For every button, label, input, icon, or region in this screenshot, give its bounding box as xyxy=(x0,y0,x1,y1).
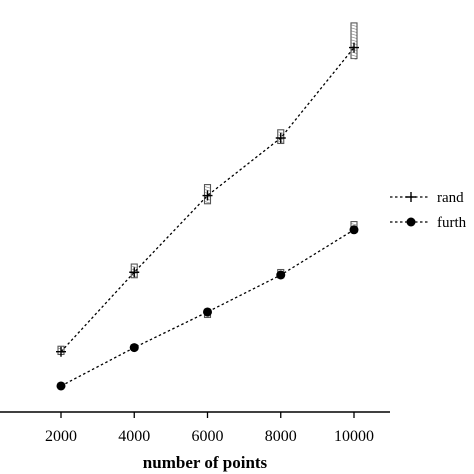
data-point-rand xyxy=(202,190,213,201)
series-lines xyxy=(60,47,355,387)
box-group xyxy=(57,22,358,356)
x-tick-label: 10000 xyxy=(334,428,374,445)
series-markers xyxy=(56,42,359,391)
data-point-rand xyxy=(56,346,66,357)
range-box-hatch xyxy=(131,265,137,268)
data-point-furth xyxy=(203,307,212,317)
range-box-hatch xyxy=(351,33,357,36)
legend-label-furth: furth xyxy=(437,215,467,231)
range-box-hatch xyxy=(278,131,284,134)
legend-label-rand: rand xyxy=(437,190,464,206)
range-box-hatch xyxy=(351,27,357,30)
x-tick-label: 4000 xyxy=(118,428,150,445)
x-tick-label: 2000 xyxy=(45,428,77,445)
x-axis-title: number of points xyxy=(143,453,268,472)
range-box-hatch xyxy=(204,201,211,204)
data-point-furth xyxy=(276,270,286,280)
legend-marker-rand xyxy=(406,192,416,202)
range-box-hatch xyxy=(351,39,357,42)
range-box-hatch xyxy=(351,24,357,27)
data-point-rand xyxy=(129,267,140,278)
data-point-furth xyxy=(129,343,139,353)
series-line-rand xyxy=(60,47,355,353)
range-box-hatch xyxy=(351,30,357,33)
range-box-hatch xyxy=(351,51,357,54)
data-point-furth xyxy=(56,381,66,391)
range-box-hatch xyxy=(351,54,357,57)
series-line-furth xyxy=(60,229,355,387)
legend: rand furth xyxy=(390,190,467,231)
x-tick-label: 6000 xyxy=(192,428,224,445)
legend-marker-furth xyxy=(406,217,416,227)
range-box-hatch xyxy=(351,36,357,39)
x-tick-label: 8000 xyxy=(265,428,297,445)
x-ticks: 2000 4000 6000 8000 10000 xyxy=(45,412,374,445)
range-box-hatch xyxy=(351,223,357,226)
data-point-furth xyxy=(349,225,359,235)
data-point-rand xyxy=(349,42,359,53)
range-box-hatch xyxy=(204,189,211,192)
range-box-hatch xyxy=(204,186,211,189)
range-box-hatch xyxy=(351,57,357,60)
data-point-rand xyxy=(275,133,286,143)
